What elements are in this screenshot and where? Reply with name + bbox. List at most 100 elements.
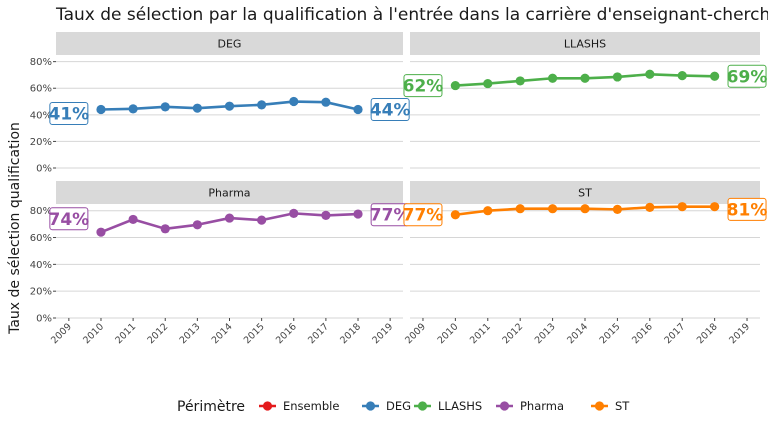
strip-background (56, 32, 403, 55)
start-value-label-box (403, 203, 443, 227)
legend-label: LLASHS (438, 399, 482, 413)
x-tick-label: 2010 (436, 321, 461, 346)
start-value-label-box (49, 101, 89, 125)
x-tick-label: 2017 (662, 321, 687, 346)
strip-background (410, 181, 760, 204)
legend-marker (262, 401, 273, 411)
y-tick-label: 60% (30, 84, 52, 95)
y-tick-label: 0% (36, 164, 52, 175)
start-value-label-text: 62% (403, 77, 444, 97)
panel-deg: DEG 0% 20% 40% 60% 80% 41% 44% (30, 32, 411, 175)
start-value-label-text: 77% (403, 206, 444, 226)
legend-item-llashs: LLASHS (414, 399, 482, 413)
data-point (677, 202, 687, 212)
end-value-label-box (727, 64, 767, 88)
data-point (612, 204, 623, 214)
x-tick-label: 2011 (113, 321, 138, 346)
legend-marker (499, 401, 510, 411)
chart-title: Taux de sélection par la qualification à… (55, 5, 768, 25)
data-point (515, 76, 525, 86)
data-point (192, 220, 202, 230)
data-point (677, 71, 687, 81)
data-point (645, 69, 655, 79)
end-value-label-box (727, 197, 767, 221)
x-tick-label: 2009 (49, 321, 74, 346)
end-value-label: 69% (727, 64, 768, 88)
x-tick-label: 2012 (500, 321, 525, 346)
data-point (547, 73, 558, 83)
facet-panels: DEG 0% 20% 40% 60% 80% 41% 44% LLASHS 62% 69% Pharm… (30, 32, 768, 346)
data-point (450, 210, 460, 220)
data-point (257, 215, 267, 225)
legend-label: Pharma (520, 399, 564, 413)
x-tick-label: 2010 (81, 321, 106, 346)
end-value-label-text: 77% (370, 206, 411, 226)
data-point (96, 227, 106, 237)
y-tick-label: 80% (30, 57, 52, 68)
data-point (224, 213, 235, 223)
strip-background (410, 32, 760, 55)
end-value-label-text: 81% (727, 200, 768, 220)
legend-title: Périmètre (177, 399, 245, 415)
data-point (257, 100, 267, 110)
x-tick-label: 2009 (403, 321, 428, 346)
legend: Périmètre Ensemble DEG LLASHS Pharma ST (177, 399, 630, 415)
strip-label: Pharma (208, 187, 250, 200)
start-value-label: 74% (49, 207, 90, 231)
data-point (321, 97, 331, 107)
data-point (580, 204, 590, 214)
panel-st: ST 2009 2010 2011 2012 2013 2014 2015 2016 2017 20… (403, 181, 768, 346)
start-value-label-text: 74% (49, 210, 90, 230)
y-tick-label: 40% (30, 260, 52, 271)
x-tick-label: 2013 (178, 321, 203, 346)
y-tick-label: 80% (30, 206, 52, 217)
data-point (547, 204, 558, 214)
data-point (612, 72, 623, 82)
strip-label: LLASHS (564, 38, 606, 51)
end-value-label: 44% (370, 98, 411, 122)
data-point (710, 71, 720, 81)
legend-item-ensemble: Ensemble (259, 399, 339, 413)
x-tick-label: 2013 (533, 321, 558, 346)
start-value-label-box (49, 207, 89, 231)
x-tick-label: 2018 (695, 321, 720, 346)
x-tick-label: 2012 (145, 321, 170, 346)
end-value-label-text: 44% (370, 101, 411, 121)
data-point (289, 96, 299, 107)
end-value-label: 77% (370, 203, 411, 227)
start-value-label: 41% (49, 101, 90, 125)
data-point (483, 78, 493, 89)
data-point (483, 206, 493, 216)
x-tick-label: 2015 (242, 321, 267, 346)
x-tick-label: 2016 (630, 321, 655, 346)
x-tick-label: 2019 (370, 321, 395, 346)
panel-llashs: LLASHS 62% 69% (403, 32, 768, 169)
data-point (128, 104, 138, 114)
y-tick-label: 20% (30, 287, 52, 298)
x-tick-label: 2011 (468, 321, 493, 346)
x-tick-label: 2019 (727, 321, 752, 346)
legend-item-pharma: Pharma (496, 399, 564, 413)
end-value-label-text: 69% (727, 67, 768, 87)
start-value-label: 77% (403, 203, 444, 227)
data-point (160, 102, 170, 112)
x-tick-label: 2017 (306, 321, 331, 346)
y-tick-label: 60% (30, 233, 52, 244)
start-value-label: 62% (403, 74, 444, 98)
data-point (224, 101, 235, 111)
start-value-label-text: 41% (49, 104, 90, 124)
legend-label: Ensemble (283, 399, 339, 413)
legend-label: ST (615, 399, 630, 413)
y-axis-label: Taux de sélection qualification (7, 122, 23, 335)
data-point (580, 73, 590, 83)
data-point (321, 210, 331, 220)
strip-label: ST (578, 187, 592, 200)
legend-label: DEG (386, 399, 411, 413)
data-point (128, 214, 138, 225)
data-point (353, 209, 363, 219)
strip-label: DEG (218, 38, 242, 51)
x-tick-label: 2014 (565, 321, 590, 346)
legend-item-st: ST (591, 399, 630, 413)
data-point (289, 208, 299, 218)
